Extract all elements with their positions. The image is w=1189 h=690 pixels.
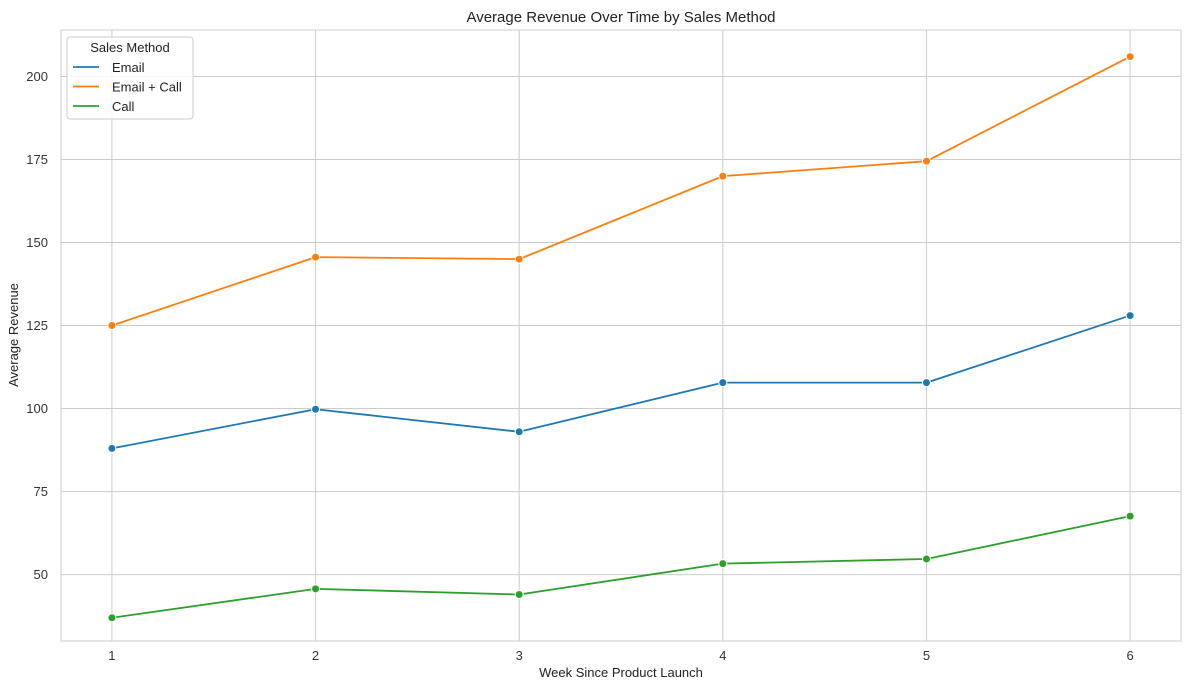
data-point — [514, 590, 524, 600]
x-tick-label: 4 — [719, 648, 726, 663]
data-point — [921, 554, 931, 564]
legend: Sales Method Email Email + Call Call — [66, 36, 194, 120]
data-point — [718, 559, 728, 569]
legend-items: Email Email + Call Call — [73, 60, 182, 114]
x-tick-label: 1 — [108, 648, 115, 663]
x-tick-label: 2 — [312, 648, 319, 663]
data-point — [1125, 311, 1135, 321]
data-point — [921, 378, 931, 388]
data-point — [1125, 511, 1135, 521]
data-point — [921, 156, 931, 166]
series-layer — [107, 52, 1135, 623]
grid-layer — [61, 30, 1181, 641]
data-point — [514, 427, 524, 437]
data-point — [1125, 52, 1135, 62]
series-call — [107, 511, 1135, 623]
data-point — [311, 404, 321, 414]
legend-box — [66, 36, 194, 120]
series-line — [111, 55, 1131, 327]
y-tick-label: 50 — [34, 567, 48, 582]
series-line — [111, 314, 1131, 450]
y-tick-label: 200 — [26, 69, 48, 84]
legend-label: Email — [112, 60, 145, 75]
y-tick-label: 125 — [26, 318, 48, 333]
x-tick-label: 6 — [1126, 648, 1133, 663]
data-point — [718, 171, 728, 181]
series-email-call — [107, 52, 1135, 331]
ticks-layer: 1 2 3 4 5 6 50 75 100 125 150 175 200 — [26, 69, 1133, 663]
series-email — [107, 311, 1135, 453]
data-point — [718, 378, 728, 388]
x-tick-label: 5 — [923, 648, 930, 663]
data-point — [107, 613, 117, 623]
chart-title: Average Revenue Over Time by Sales Metho… — [466, 9, 775, 26]
legend-title: Sales Method — [90, 40, 170, 55]
data-point — [107, 443, 117, 453]
y-tick-label: 75 — [34, 484, 48, 499]
series-line — [111, 515, 1131, 619]
y-tick-label: 150 — [26, 235, 48, 250]
legend-label: Call — [112, 99, 135, 114]
data-point — [311, 252, 321, 262]
y-tick-label: 175 — [26, 152, 48, 167]
y-axis-label: Average Revenue — [6, 283, 21, 387]
plot-frame — [60, 29, 1182, 642]
data-point — [107, 321, 117, 331]
data-point — [514, 254, 524, 264]
legend-label: Email + Call — [112, 80, 182, 95]
x-axis-label: Week Since Product Launch — [539, 665, 703, 680]
x-tick-label: 3 — [516, 648, 523, 663]
data-point — [311, 584, 321, 594]
y-tick-label: 100 — [26, 401, 48, 416]
